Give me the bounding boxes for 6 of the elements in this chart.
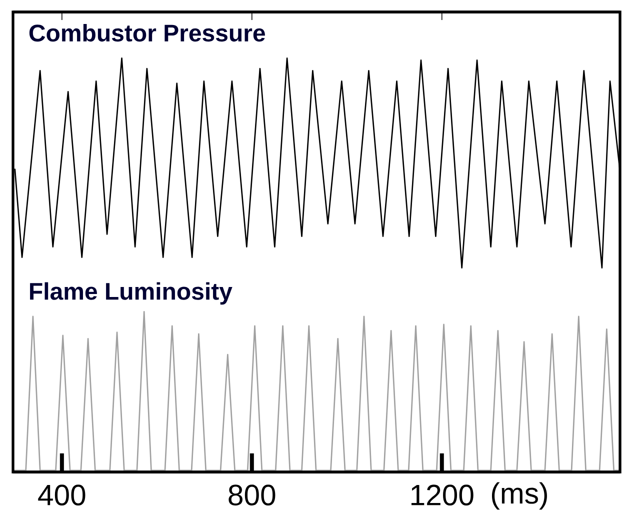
x-tick-label: 1200: [412, 484, 474, 506]
x-axis-title: (ms): [492, 482, 547, 510]
x-tick-label: 800: [228, 484, 276, 506]
x-tick-label: 400: [38, 484, 86, 506]
chart-title: Flame Luminosity: [30, 282, 232, 305]
chart-title: Combustor Pressure: [29, 24, 265, 42]
